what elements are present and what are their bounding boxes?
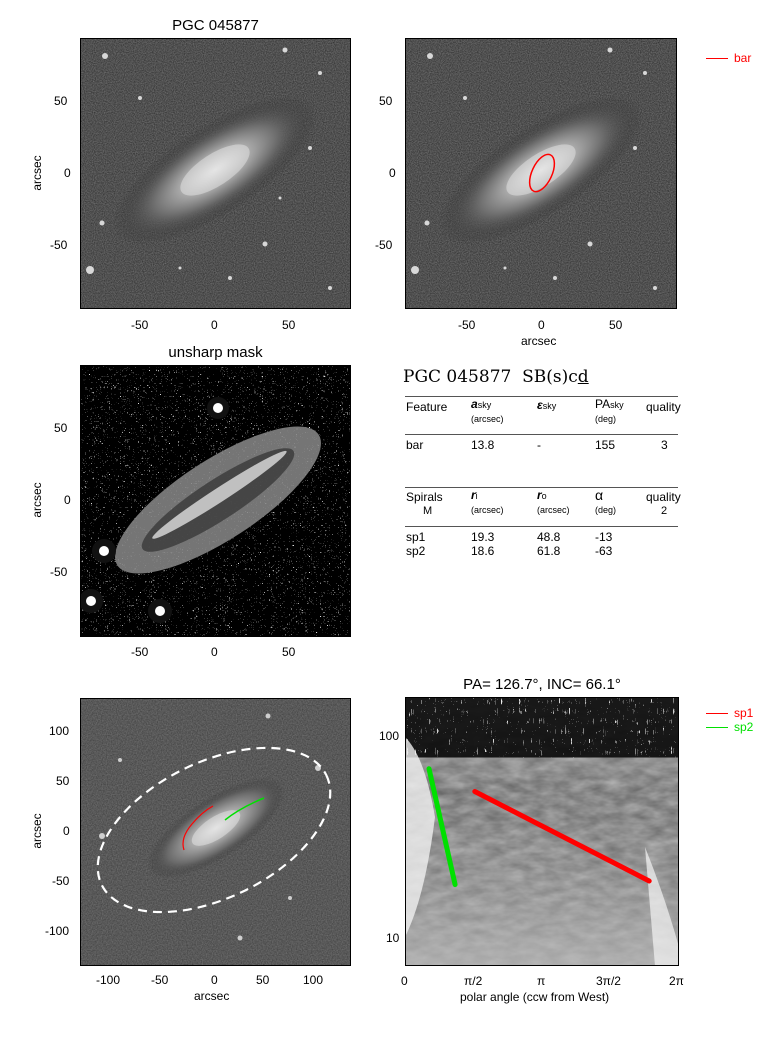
panel5-ytick: -50 [52,874,70,888]
panel5-ytick: -100 [45,924,70,938]
disk-ellipse [96,746,332,914]
panel6-ytick: 100 [379,729,400,743]
panel1-xtick: 0 [211,318,218,332]
bar-table-header-a: asky (arcsec) [471,397,504,425]
spiral-table-header-ro: ro (arcsec) [537,488,570,516]
panel3-ytick: 0 [64,493,71,507]
sp1-fit-line [472,789,652,884]
panel6-ytick: 10 [386,931,400,945]
sp1-row-ri: 19.3 [471,530,495,544]
sp1-row-name: sp1 [406,530,426,544]
spiral-table-mid-rule [405,526,678,527]
sp2-legend-swatch [706,726,728,728]
info-heading: PGC 045877 SB(s)cd [403,367,589,387]
panel2-legend: bar [706,51,751,65]
panel2-ytick: 0 [389,166,396,180]
panel6-legend-sp1: sp1 [706,706,753,720]
sp1-legend-swatch [706,712,728,714]
panel6-legend-sp2: sp2 [706,720,753,734]
panel5-xtick: 100 [303,973,324,987]
sp2-row-alpha: -63 [595,544,613,558]
panel1-title: PGC 045877 [172,17,259,34]
panel1-ytick: 0 [64,166,71,180]
bar-row-eps: - [537,438,541,452]
panel5-ylabel: arcsec [30,813,44,849]
bar-row-feature: bar [406,438,424,452]
panel2-xtick: 50 [609,318,623,332]
bar-row-a: 13.8 [471,438,495,452]
panel2-bar-fit-image [405,38,677,309]
panel5-ytick: 100 [49,724,70,738]
sp2-legend-label: sp2 [734,720,754,734]
panel5-xtick: -50 [151,973,169,987]
sp1-row-alpha: -13 [595,530,613,544]
bar-table-header-feature: Feature [406,400,448,414]
panel1-ytick: -50 [50,238,68,252]
info-heading-type-underlined: d [577,367,589,387]
bar-table-header-quality: quality [646,400,681,414]
panel6-title: PA= 126.7°, INC= 66.1° [463,676,621,693]
bar-legend-label: bar [734,51,752,65]
spiral-table-header-ri: ri (arcsec) [471,488,504,516]
panel5-disk-fit-image [80,698,351,966]
bar-legend-swatch [706,57,728,59]
panel2-xtick: 0 [538,318,545,332]
spiral-table: Spirals M ri (arcsec) ro (arcsec) α (deg… [405,487,681,567]
sp2-row-ri: 18.6 [471,544,495,558]
spiral-table-top-rule [405,487,678,488]
panel6-xtick: 2π [669,974,684,988]
sp2-row-ro: 61.8 [537,544,561,558]
panel6-xtick: 3π/2 [596,974,621,988]
sp2-row-name: sp2 [406,544,426,558]
panel5-ytick: 0 [63,824,70,838]
panel1-xtick: 50 [282,318,296,332]
panel3-ylabel: arcsec [30,482,44,518]
panel1-xtick: -50 [131,318,149,332]
panel6-xtick: π [537,974,546,988]
panel3-xtick: 50 [282,645,296,659]
sp2-fit-line [426,766,458,888]
panel2-ytick: -50 [375,238,393,252]
panel1-ytick: 50 [54,94,68,108]
panel3-unsharp-mask-image [80,365,351,637]
panel3-ytick: 50 [54,421,68,435]
bar-table-header-pa: PAsky (deg) [595,397,624,425]
panel5-xtick: 50 [256,973,270,987]
panel6-polar-plot [405,697,679,966]
bar-table-top-rule [405,396,678,397]
info-heading-type: SB(s)c [522,367,578,387]
sp1-row-ro: 48.8 [537,530,561,544]
panel2-xtick: -50 [458,318,476,332]
panel5-xlabel: arcsec [194,989,230,1003]
bar-table: Feature asky (arcsec) εsky PAsky (deg) q… [405,396,681,456]
sp2-arm-trace [224,797,265,821]
panel1-ylabel: arcsec [30,155,44,191]
sp1-legend-label: sp1 [734,706,754,720]
panel5-xtick: 0 [211,973,218,987]
panel2-ytick: 50 [379,94,393,108]
panel6-xlabel: polar angle (ccw from West) [460,990,610,1004]
panel3-title: unsharp mask [168,344,263,361]
bar-table-mid-rule [405,434,678,435]
spiral-table-header-spirals: Spirals M [406,490,443,518]
sp1-arm-trace [182,805,214,851]
panel6-xtick: π/2 [464,974,483,988]
bar-row-pa: 155 [595,438,616,452]
panel5-xtick: -100 [96,973,121,987]
panel3-xtick: 0 [211,645,218,659]
panel1-galaxy-image [80,38,351,309]
spiral-table-header-quality: quality 2 [646,490,681,518]
panel3-xtick: -50 [131,645,149,659]
bar-row-quality: 3 [661,438,668,452]
spiral-table-header-alpha: α (deg) [595,487,617,515]
panel5-ytick: 50 [56,774,70,788]
bar-table-header-eps: εsky [537,398,557,412]
bar-ellipse [528,153,556,193]
panel2-xlabel: arcsec [521,334,557,348]
panel6-xtick: 0 [401,974,408,988]
panel3-ytick: -50 [50,565,68,579]
info-heading-name: PGC 045877 [403,367,512,387]
